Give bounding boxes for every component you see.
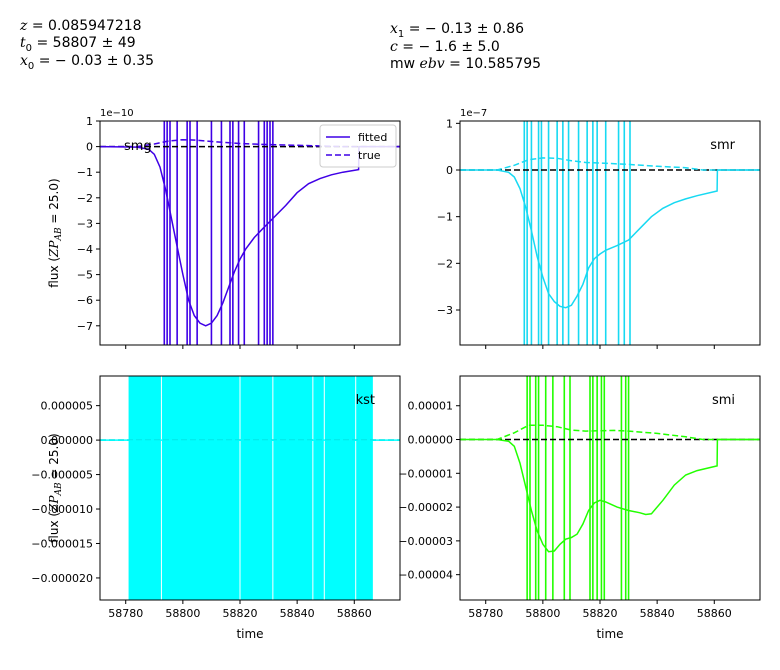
y-tick-label: −0.00001 xyxy=(398,467,453,480)
x-tick-label: 58800 xyxy=(525,607,560,620)
x-tick-label: 58820 xyxy=(583,607,618,620)
observation-band xyxy=(128,376,373,600)
legend: fitted true xyxy=(319,124,397,168)
x-axis-label: time xyxy=(596,627,623,641)
legend-box xyxy=(319,124,397,168)
legend-label-true: true xyxy=(358,149,381,162)
y-tick-label: −2 xyxy=(77,192,93,205)
y-tick-label: −1 xyxy=(77,166,93,179)
x-tick-label: 58820 xyxy=(223,607,258,620)
x-tick-label: 58840 xyxy=(640,607,675,620)
y-tick-label: −7 xyxy=(77,320,93,333)
x1-param: x1 = − 0.13 ± 0.86 xyxy=(390,21,525,40)
panel-smr: 1 0 −1 −2 −3 1e−7 smr xyxy=(437,108,761,349)
y-tick-label: 0 xyxy=(446,164,453,177)
y-tick-label: −6 xyxy=(77,294,93,307)
y-tick-label: −3 xyxy=(437,304,453,317)
panel-smg: 1 0 −1 −2 −3 −4 −5 −6 −7 1e−10 smg flux (ZPAB = 25.… xyxy=(47,108,401,349)
y-tick-label: −5 xyxy=(77,269,93,282)
axes-frame xyxy=(459,120,761,346)
y-tick-label: −4 xyxy=(77,243,93,256)
axes-frame xyxy=(99,120,401,346)
y-tick-label: 0.000005 xyxy=(41,400,94,413)
series-true xyxy=(460,424,760,441)
y-tick-label: −0.00004 xyxy=(398,569,453,582)
y-axis-label: flux (ZPAB = 25.0) xyxy=(47,433,64,542)
series-fitted xyxy=(460,169,760,309)
scale-label: 1e−7 xyxy=(460,108,487,119)
panel-smi: 0.00001 0.00000 −0.00001 −0.00002 −0.00003 −0… xyxy=(398,375,761,641)
x-tick-label: 58860 xyxy=(697,607,732,620)
legend-label-fitted: fitted xyxy=(358,131,387,144)
y-tick-label: 0.00000 xyxy=(408,434,454,447)
panel-kst: 0.000005 0.000000 −0.000005 −0.000010 −0.000… xyxy=(31,375,401,641)
c-param: c = − 1.6 ± 5.0 xyxy=(390,39,500,55)
x-axis-label: time xyxy=(236,627,263,641)
x-tick-label: 58800 xyxy=(165,607,200,620)
x-tick-label: 58840 xyxy=(280,607,315,620)
x-tick-label: 58860 xyxy=(337,607,372,620)
band-label: smi xyxy=(712,393,735,408)
x-tick-label: 58780 xyxy=(108,607,143,620)
series-fitted xyxy=(460,438,760,553)
y-tick-label: −0.000015 xyxy=(31,537,93,550)
y-tick-label: 1 xyxy=(446,117,453,130)
y-axis-label: flux (ZPAB = 25.0) xyxy=(47,178,64,287)
scale-label: 1e−10 xyxy=(100,108,134,119)
x0-param: x0 = − 0.03 ± 0.35 xyxy=(20,53,155,72)
y-tick-label: −0.000020 xyxy=(31,572,93,585)
series-fitted xyxy=(100,145,400,327)
y-tick-label: 0.00001 xyxy=(408,400,454,413)
y-tick-label: −2 xyxy=(437,257,453,270)
y-tick-label: −0.00002 xyxy=(398,501,453,514)
y-tick-label: −0.00003 xyxy=(398,535,453,548)
y-tick-label: −1 xyxy=(437,211,453,224)
mwebv-param: mw ebv = 10.585795 xyxy=(390,56,542,72)
y-tick-label: −0.000005 xyxy=(31,469,93,482)
axes-frame xyxy=(99,375,401,601)
y-tick-label: 0.000000 xyxy=(41,434,94,447)
band-label: smr xyxy=(710,138,735,153)
z-param: z = 0.085947218 xyxy=(20,18,142,34)
axes-frame xyxy=(459,375,761,601)
band-label: smg xyxy=(124,139,152,154)
y-tick-label: −3 xyxy=(77,217,93,230)
band-label: kst xyxy=(356,393,375,408)
y-tick-label: 1 xyxy=(86,115,93,128)
x-tick-label: 58780 xyxy=(468,607,503,620)
y-tick-label: 0 xyxy=(86,141,93,154)
y-tick-label: −0.000010 xyxy=(31,503,93,516)
series-true xyxy=(460,157,760,171)
t0-param: t0 = 58807 ± 49 xyxy=(20,35,136,54)
